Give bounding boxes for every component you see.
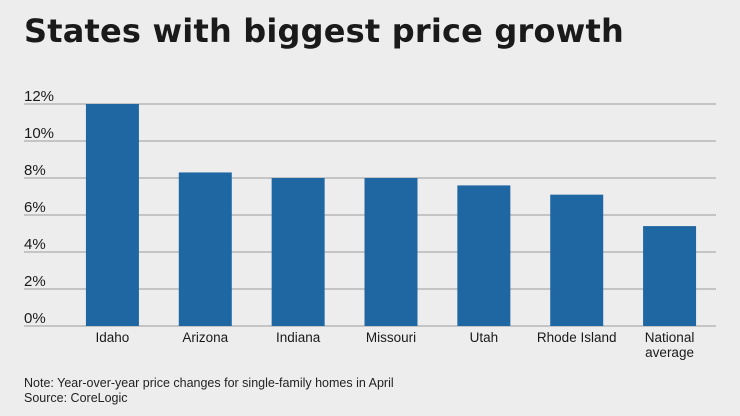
bar bbox=[364, 178, 418, 326]
y-tick-label: 6% bbox=[24, 199, 46, 216]
x-tick-label: Indiana bbox=[276, 330, 321, 345]
bars bbox=[85, 104, 697, 326]
x-axis-ticks: Idaho Arizona Indiana Missouri Utah Rhode Isl… bbox=[96, 330, 695, 360]
x-tick-label: Arizona bbox=[182, 330, 228, 345]
bar bbox=[85, 104, 139, 326]
y-tick-label: 12% bbox=[24, 88, 54, 105]
x-tick-label: Missouri bbox=[366, 330, 416, 345]
x-tick-label: Utah bbox=[470, 330, 499, 345]
source-text: Source: CoreLogic bbox=[24, 391, 128, 405]
bar bbox=[457, 185, 511, 326]
y-tick-label: 4% bbox=[24, 236, 46, 253]
y-tick-label: 0% bbox=[24, 310, 46, 327]
bar bbox=[643, 226, 697, 326]
x-tick-label: Rhode Island bbox=[537, 330, 617, 345]
bar bbox=[550, 194, 604, 326]
bar bbox=[271, 178, 325, 326]
bar bbox=[178, 172, 232, 326]
bar-chart: 0% 2% 4% 6% 8% 10% 12% Idaho Arizona Indiana Miss… bbox=[24, 88, 716, 360]
y-tick-label: 10% bbox=[24, 125, 54, 142]
y-axis-ticks: 0% 2% 4% 6% 8% 10% 12% bbox=[24, 88, 54, 327]
y-tick-label: 8% bbox=[24, 162, 46, 179]
x-tick-label: Idaho bbox=[96, 330, 130, 345]
x-tick-label: National average bbox=[645, 330, 695, 360]
note-text: Note: Year-over-year price changes for s… bbox=[24, 376, 394, 390]
chart-title: States with biggest price growth bbox=[24, 12, 624, 50]
y-tick-label: 2% bbox=[24, 273, 46, 290]
footnote: Note: Year-over-year price changes for s… bbox=[24, 376, 394, 406]
